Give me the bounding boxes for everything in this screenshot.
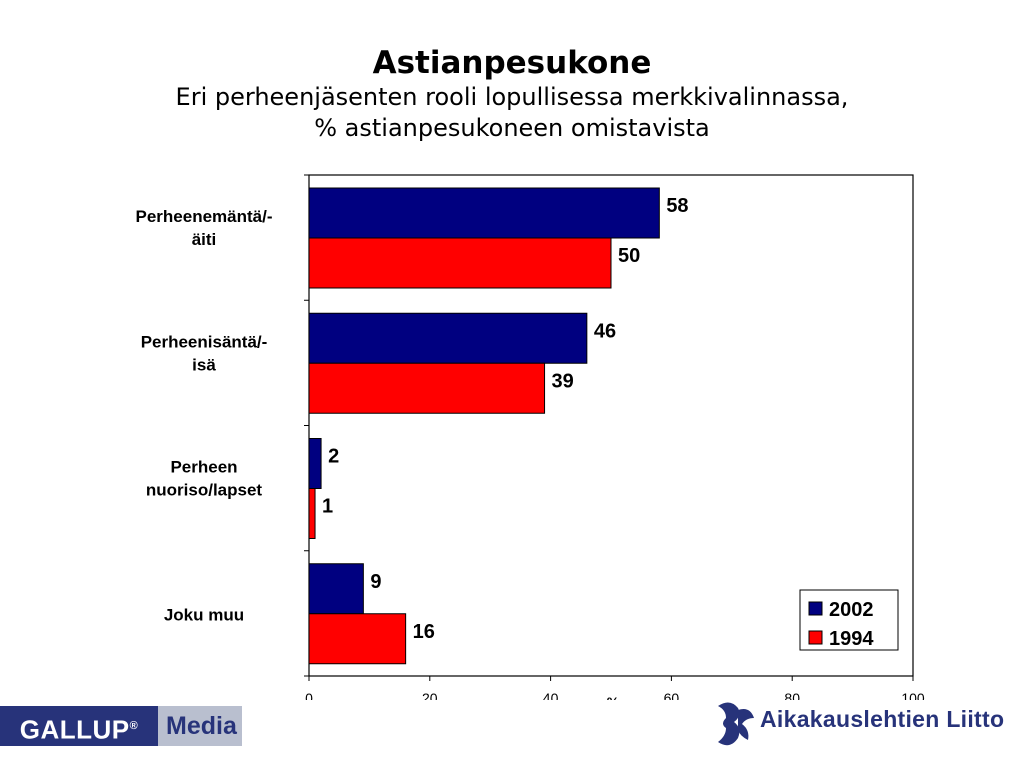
bar-1994 (308, 488, 316, 539)
data-label: 50 (618, 245, 640, 267)
category-label: Perheenisäntä/- (141, 332, 268, 351)
category-label: isä (192, 355, 216, 374)
aikakauslehtien-liitto-text: Aikakauslehtien Liitto (760, 706, 1005, 732)
category-label: Perheen (170, 458, 237, 477)
data-label: 39 (552, 370, 574, 392)
gallup-media-logo: GALLUP® Media (0, 706, 242, 746)
bar-2002 (308, 187, 660, 239)
data-label: 16 (413, 621, 435, 643)
legend-swatch (808, 630, 823, 645)
gallup-logo-text: GALLUP® (0, 706, 158, 746)
bar-1994 (308, 613, 407, 665)
x-tick-label: 60 (664, 690, 680, 700)
category-label: Perheenemäntä/- (136, 207, 273, 226)
data-label: 9 (370, 571, 381, 593)
category-label: Joku muu (164, 605, 244, 624)
x-tick-label: 100 (901, 690, 925, 700)
data-label: 1 (322, 496, 333, 518)
aikakauslehtien-liitto-logo: Aikakauslehtien Liitto (712, 696, 1004, 752)
x-tick-label: 0 (305, 690, 313, 700)
chart-subtitle-line1: Eri perheenjäsenten rooli lopullisessa m… (175, 83, 849, 111)
bar-2002 (308, 312, 588, 364)
category-label: nuoriso/lapset (146, 481, 263, 500)
legend-swatch (808, 601, 823, 616)
bar-1994 (308, 362, 546, 414)
aikakauslehtien-emblem-icon (718, 702, 754, 746)
chart-titles: Astianpesukone Eri perheenjäsenten rooli… (0, 44, 1024, 144)
x-tick-label: 80 (784, 690, 800, 700)
bar-2002 (308, 563, 364, 615)
legend-label: 2002 (829, 599, 874, 621)
chart-subtitle-line2: % astianpesukoneen omistavista (314, 114, 710, 142)
data-label: 2 (328, 446, 339, 468)
bar-1994 (308, 237, 612, 289)
bar-chart: 020406080100%Perheenemäntä/-äitiPerheeni… (136, 174, 925, 700)
x-tick-label: 40 (543, 690, 559, 700)
category-label: äiti (192, 230, 217, 249)
media-logo-text: Media (158, 706, 242, 746)
data-label: 46 (594, 320, 616, 342)
data-label: 58 (666, 195, 688, 217)
bar-2002 (308, 438, 322, 489)
x-tick-label: 20 (422, 690, 438, 700)
chart-title: Astianpesukone (372, 45, 652, 81)
legend-label: 1994 (829, 628, 874, 650)
x-axis-label: % (607, 694, 620, 700)
